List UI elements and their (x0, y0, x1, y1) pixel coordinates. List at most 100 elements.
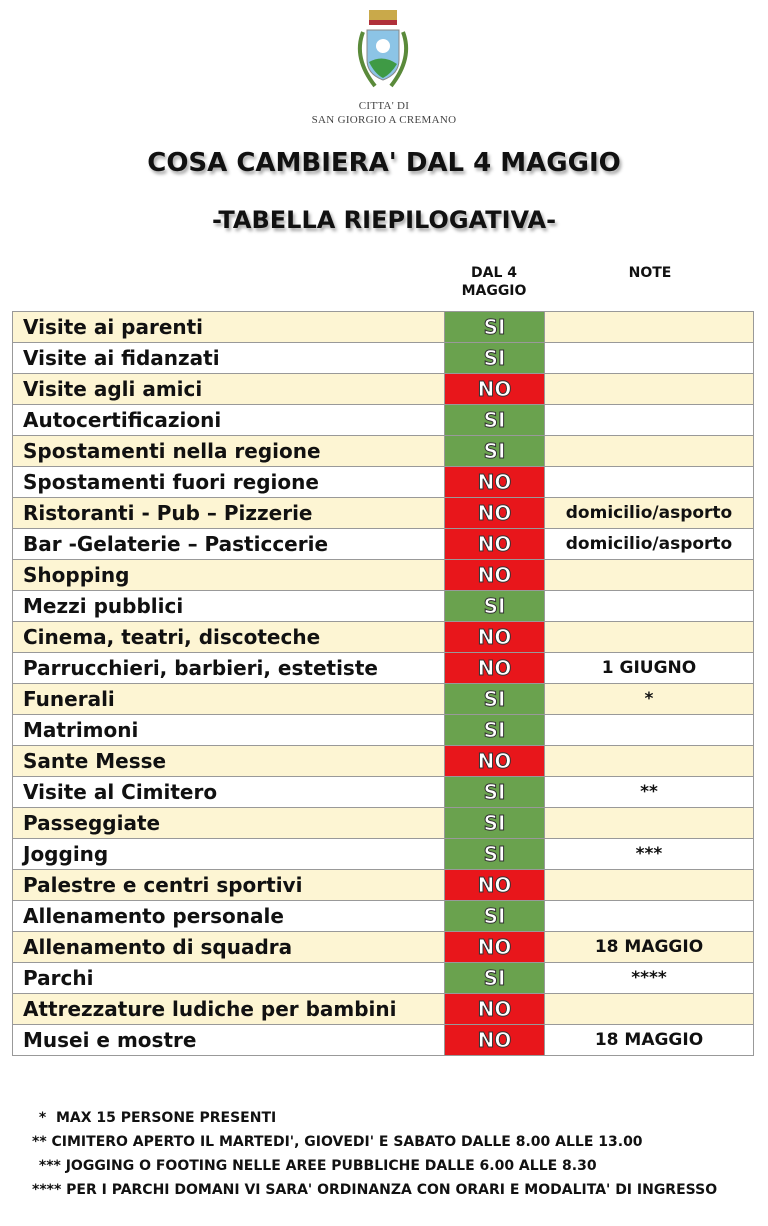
activity-label: Passeggiate (12, 807, 445, 839)
status-badge: SI (444, 311, 545, 343)
status-badge: NO (444, 497, 545, 529)
status-badge: NO (444, 869, 545, 901)
note-cell (544, 404, 754, 436)
table-row: Passeggiate SI (12, 807, 754, 839)
city-crest-logo (358, 10, 408, 88)
note-cell (544, 342, 754, 374)
note-cell (544, 559, 754, 591)
footnotes: * MAX 15 PERSONE PRESENTI ** CIMITERO AP… (32, 1106, 752, 1202)
status-badge: NO (444, 621, 545, 653)
table-row: Parrucchieri, barbieri, estetiste NO 1 GIU… (12, 652, 754, 684)
table-row: Cinema, teatri, discoteche NO (12, 621, 754, 653)
table-row: Attrezzature ludiche per bambini NO (12, 993, 754, 1025)
table-row: Funerali SI * (12, 683, 754, 715)
note-cell (544, 590, 754, 622)
note-cell: *** (544, 838, 754, 870)
status-badge: NO (444, 528, 545, 560)
note-cell: domicilio/asporto (544, 528, 754, 560)
footnote: * MAX 15 PERSONE PRESENTI (34, 1110, 277, 1126)
activity-label: Visite ai fidanzati (12, 342, 445, 374)
notes-column-header: NOTE (628, 265, 672, 281)
table-row: Visite agli amici NO (12, 373, 754, 405)
note-cell (544, 311, 754, 343)
city-name-line2: SAN GIORGIO A CREMANO (311, 114, 457, 126)
status-column-header: DAL 4 MAGGIO (461, 265, 527, 299)
table-row: Bar -Gelaterie – Pasticcerie NO domicilio/… (12, 528, 754, 560)
note-cell (544, 993, 754, 1025)
activity-label: Jogging (12, 838, 445, 870)
status-badge: NO (444, 466, 545, 498)
table-row: Spostamenti nella regione SI (12, 435, 754, 467)
status-badge: NO (444, 652, 545, 684)
status-badge: SI (444, 776, 545, 808)
activity-label: Bar -Gelaterie – Pasticcerie (12, 528, 445, 560)
status-badge: SI (444, 807, 545, 839)
status-badge: NO (444, 373, 545, 405)
activity-label: Cinema, teatri, discoteche (12, 621, 445, 653)
table-row: Allenamento personale SI (12, 900, 754, 932)
activity-label: Mezzi pubblici (12, 590, 445, 622)
note-cell: 1 GIUGNO (544, 652, 754, 684)
status-badge: NO (444, 1024, 545, 1056)
table-row: Musei e mostre NO 18 MAGGIO (12, 1024, 754, 1056)
activity-label: Parchi (12, 962, 445, 994)
table-row: Visite al Cimitero SI ** (12, 776, 754, 808)
page-title: COSA CAMBIERA' DAL 4 MAGGIO (147, 148, 621, 178)
footnote: **** PER I PARCHI DOMANI VI SARA' ORDINA… (32, 1182, 718, 1198)
table-row: Ristoranti - Pub – Pizzerie NO domicilio/a… (12, 497, 754, 529)
note-cell (544, 745, 754, 777)
activity-label: Visite ai parenti (12, 311, 445, 343)
footnote: ** CIMITERO APERTO IL MARTEDI', GIOVEDI'… (32, 1134, 643, 1150)
status-badge: SI (444, 838, 545, 870)
activity-label: Shopping (12, 559, 445, 591)
activity-label: Attrezzature ludiche per bambini (12, 993, 445, 1025)
status-badge: SI (444, 590, 545, 622)
activity-label: Allenamento di squadra (12, 931, 445, 963)
table-row: Autocertificazioni SI (12, 404, 754, 436)
activity-label: Visite agli amici (12, 373, 445, 405)
status-badge: SI (444, 342, 545, 374)
note-cell (544, 900, 754, 932)
note-cell (544, 621, 754, 653)
activity-label: Musei e mostre (12, 1024, 445, 1056)
note-cell (544, 466, 754, 498)
note-cell (544, 807, 754, 839)
page-subtitle: -TABELLA RIEPILOGATIVA- (211, 206, 557, 234)
note-cell (544, 869, 754, 901)
status-badge: SI (444, 714, 545, 746)
summary-table: Visite ai parenti SI Visite ai fidanzati SI… (12, 311, 754, 1056)
activity-label: Allenamento personale (12, 900, 445, 932)
activity-label: Spostamenti nella regione (12, 435, 445, 467)
table-row: Mezzi pubblici SI (12, 590, 754, 622)
status-badge: SI (444, 435, 545, 467)
table-row: Allenamento di squadra NO 18 MAGGIO (12, 931, 754, 963)
city-name-line1: CITTA' DI (358, 100, 410, 112)
activity-label: Funerali (12, 683, 445, 715)
activity-label: Autocertificazioni (12, 404, 445, 436)
table-row: Sante Messe NO (12, 745, 754, 777)
table-row: Shopping NO (12, 559, 754, 591)
footnote: *** JOGGING O FOOTING NELLE AREE PUBBLIC… (34, 1158, 597, 1174)
note-cell: **** (544, 962, 754, 994)
activity-label: Ristoranti - Pub – Pizzerie (12, 497, 445, 529)
activity-label: Palestre e centri sportivi (12, 869, 445, 901)
status-badge: NO (444, 931, 545, 963)
table-row: Parchi SI **** (12, 962, 754, 994)
status-badge: SI (444, 404, 545, 436)
note-cell (544, 435, 754, 467)
status-badge: NO (444, 559, 545, 591)
note-cell: * (544, 683, 754, 715)
table-row: Jogging SI *** (12, 838, 754, 870)
note-cell (544, 714, 754, 746)
status-badge: SI (444, 962, 545, 994)
activity-label: Matrimoni (12, 714, 445, 746)
note-cell (544, 373, 754, 405)
table-row: Visite ai fidanzati SI (12, 342, 754, 374)
activity-label: Sante Messe (12, 745, 445, 777)
activity-label: Spostamenti fuori regione (12, 466, 445, 498)
table-row: Visite ai parenti SI (12, 311, 754, 343)
table-row: Matrimoni SI (12, 714, 754, 746)
status-badge: NO (444, 993, 545, 1025)
activity-label: Parrucchieri, barbieri, estetiste (12, 652, 445, 684)
table-row: Palestre e centri sportivi NO (12, 869, 754, 901)
